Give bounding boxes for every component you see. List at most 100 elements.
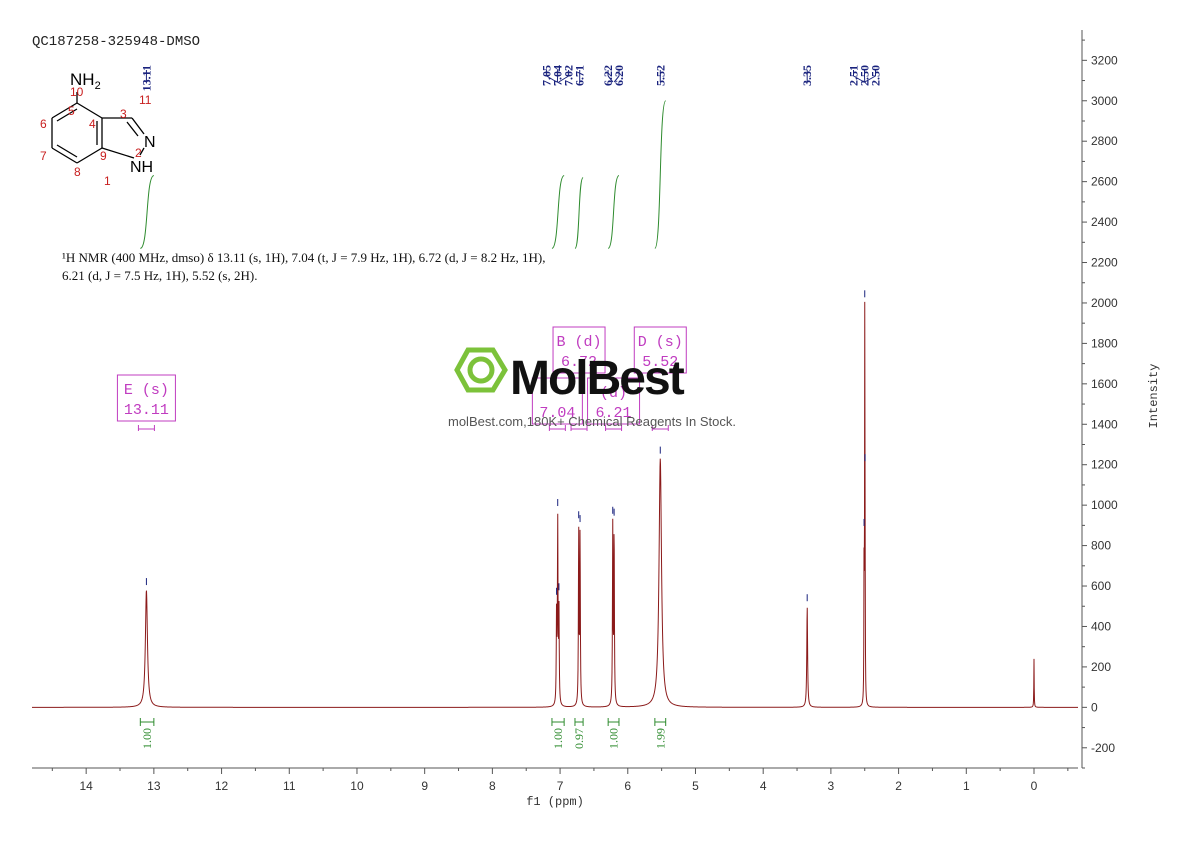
multiplet-letter: D (s) bbox=[638, 334, 683, 351]
x-tick-label: 5 bbox=[692, 779, 699, 793]
multiplet-frame bbox=[587, 377, 641, 425]
peak-label-leader bbox=[558, 75, 569, 83]
x-tick-label: 10 bbox=[350, 779, 364, 793]
y-tick-label: 1600 bbox=[1091, 377, 1118, 391]
structure-labels: NH2 N NH 1 2 3 4 5 6 7 8 9 10 11 bbox=[40, 70, 156, 188]
atom-number: 3 bbox=[120, 107, 127, 121]
bond bbox=[76, 102, 103, 119]
y-tick-label: 0 bbox=[1091, 700, 1098, 714]
atom-number: 1 bbox=[104, 174, 111, 188]
nh-label: NH bbox=[130, 159, 153, 176]
x-tick-label: 4 bbox=[760, 779, 767, 793]
integral-value: 1.99 bbox=[653, 728, 667, 749]
y-tick-label: 1800 bbox=[1091, 336, 1118, 350]
y-tick-label: 200 bbox=[1091, 660, 1111, 674]
bond bbox=[126, 121, 139, 137]
multiplet-frame bbox=[633, 326, 687, 374]
multiplet-box: B (d) 6.72 bbox=[552, 326, 606, 431]
x-tick-label: 3 bbox=[828, 779, 835, 793]
atom-number: 2 bbox=[135, 146, 142, 160]
y-tick-label: 1000 bbox=[1091, 498, 1118, 512]
watermark-tagline: molBest.com,180K+ Chemical Reagents In S… bbox=[448, 414, 736, 429]
x-axis-label: f1 (ppm) bbox=[526, 795, 584, 809]
multiplet-letter: E (s) bbox=[124, 382, 169, 399]
bond bbox=[101, 147, 135, 159]
peak-labels: 13.11 7.057.047.026.71 6.226.20 5.52 3.35 2.5… bbox=[139, 65, 882, 91]
multiplet-letter: (d) bbox=[600, 385, 627, 402]
x-tick-label: 0 bbox=[1031, 779, 1038, 793]
x-tick-label: 9 bbox=[421, 779, 428, 793]
peak-label: 7.05 bbox=[540, 65, 554, 86]
integral-value: 1.00 bbox=[551, 728, 565, 749]
nmr-description-line-1: ¹H NMR (400 MHz, dmso) δ 13.11 (s, 1H), … bbox=[62, 250, 546, 265]
peak-label: 13.11 bbox=[139, 65, 153, 91]
atom-number: 4 bbox=[89, 117, 96, 131]
bond bbox=[51, 102, 78, 119]
benzene-logo-icon bbox=[454, 347, 508, 393]
multiplet-box: E (s) 13.11 bbox=[116, 374, 176, 431]
integral-curves bbox=[139, 100, 667, 249]
multiplet-letter: B (d) bbox=[557, 334, 602, 351]
atom-number: 11 bbox=[139, 93, 152, 107]
y-axis: -200 0 200 400 600 800 1000 1200 1400 1600 1800 200… bbox=[1081, 30, 1118, 769]
y-tick-label: -200 bbox=[1091, 741, 1115, 755]
bond bbox=[139, 147, 145, 156]
integral-value: 1.00 bbox=[140, 728, 154, 749]
multiplet-shift: 6.21 bbox=[596, 405, 632, 422]
multiplet-shift: 5.52 bbox=[642, 354, 678, 371]
peak-label: 2.50 bbox=[869, 65, 883, 86]
y-tick-label: 2600 bbox=[1091, 175, 1118, 189]
peak-label: 6.22 bbox=[601, 65, 615, 86]
x-tick-label: 12 bbox=[215, 779, 229, 793]
y-tick-label: 2400 bbox=[1091, 215, 1118, 229]
y-tick-label: 400 bbox=[1091, 619, 1111, 633]
atom-number: 10 bbox=[70, 85, 84, 99]
multiplet-shift: 7.04 bbox=[539, 405, 575, 422]
atom-number: 6 bbox=[40, 117, 47, 131]
peak-label: 7.02 bbox=[562, 65, 576, 86]
multiplet-labels: E (s) 13.11 7.04 B (d) 6.72(d) 6.21 D (s) 5.52 bbox=[116, 326, 687, 431]
x-tick-label: 6 bbox=[624, 779, 631, 793]
x-tick-label: 11 bbox=[283, 779, 296, 793]
atom-number: 5 bbox=[68, 104, 75, 118]
x-tick-label: 8 bbox=[489, 779, 496, 793]
nh2-label: NH2 bbox=[70, 70, 101, 92]
multiplet-box: D (s) 5.52 bbox=[633, 326, 687, 431]
multiplet-shift: 13.11 bbox=[124, 402, 169, 419]
y-tick-label: 600 bbox=[1091, 579, 1111, 593]
watermark: MolBest molBest.com,180K+ Chemical Reage… bbox=[448, 347, 736, 429]
bond bbox=[131, 117, 145, 135]
peak-label: 5.52 bbox=[653, 65, 667, 86]
integral-curve bbox=[551, 175, 565, 249]
integral-curve bbox=[139, 175, 155, 249]
y-tick-label: 1400 bbox=[1091, 417, 1118, 431]
integral-curve bbox=[574, 177, 584, 249]
peak-label: 2.50 bbox=[858, 65, 872, 86]
y-tick-label: 3200 bbox=[1091, 53, 1118, 67]
bond bbox=[56, 144, 78, 158]
integral-value: 0.97 bbox=[572, 728, 586, 749]
spectrum-line bbox=[32, 301, 1078, 708]
peak-label: 6.71 bbox=[573, 65, 587, 86]
watermark-brand: MolBest bbox=[510, 352, 685, 405]
bond bbox=[56, 108, 78, 122]
multiplet-box: 7.04 bbox=[531, 377, 583, 431]
y-tick-label: 2000 bbox=[1091, 296, 1118, 310]
peak-label-leader bbox=[613, 75, 620, 83]
peak-label-leader bbox=[607, 75, 614, 83]
x-tick-label: 13 bbox=[147, 779, 161, 793]
y-tick-label: 3000 bbox=[1091, 94, 1118, 108]
peak-label: 2.51 bbox=[847, 65, 861, 86]
x-tick-label: 7 bbox=[557, 779, 564, 793]
y-tick-label: 2200 bbox=[1091, 256, 1118, 270]
y-tick-label: 800 bbox=[1091, 539, 1111, 553]
x-tick-label: 1 bbox=[963, 779, 970, 793]
multiplet-shift: 6.72 bbox=[561, 354, 597, 371]
multiplet-frame bbox=[552, 326, 606, 374]
peak-label-leader bbox=[546, 75, 557, 83]
peak-label: 6.20 bbox=[612, 65, 626, 86]
sample-id: QC187258-325948-DMSO bbox=[32, 34, 200, 50]
x-axis: 14 13 12 11 10 9 8 7 6 5 4 3 2 1 0 bbox=[32, 767, 1078, 793]
integral-curve bbox=[607, 175, 620, 249]
